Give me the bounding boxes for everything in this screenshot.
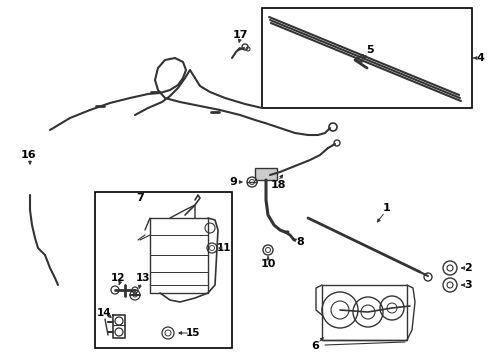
Text: 5: 5 <box>366 45 373 55</box>
Text: 3: 3 <box>463 280 471 290</box>
Text: 14: 14 <box>97 308 111 318</box>
Text: 11: 11 <box>216 243 231 253</box>
Text: 17: 17 <box>232 30 247 40</box>
Text: 4: 4 <box>475 53 483 63</box>
Bar <box>262 8 471 108</box>
Text: 9: 9 <box>228 177 237 187</box>
Text: 16: 16 <box>20 150 36 160</box>
Text: 2: 2 <box>463 263 471 273</box>
Text: 18: 18 <box>270 180 285 190</box>
Bar <box>321 285 406 340</box>
Text: 13: 13 <box>136 273 150 283</box>
Bar <box>150 218 207 293</box>
Text: 6: 6 <box>310 341 318 351</box>
Text: 12: 12 <box>110 273 125 283</box>
Bar <box>254 168 276 180</box>
Text: 1: 1 <box>382 203 390 213</box>
Bar <box>95 192 231 348</box>
Text: 15: 15 <box>185 328 200 338</box>
Text: 10: 10 <box>260 259 275 269</box>
Text: 7: 7 <box>136 193 143 203</box>
Text: 8: 8 <box>296 237 303 247</box>
